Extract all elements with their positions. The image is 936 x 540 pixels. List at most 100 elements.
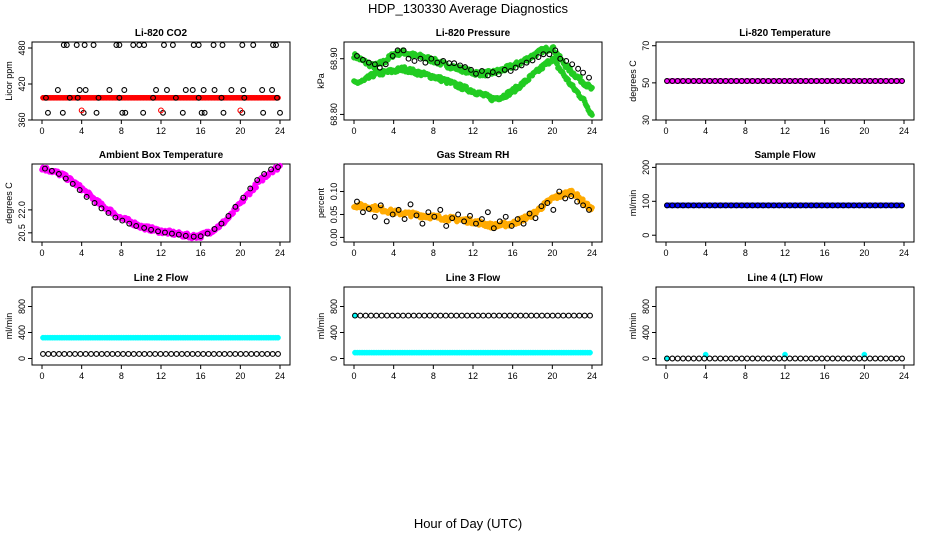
data-point [200, 351, 207, 357]
data-point [490, 312, 497, 319]
data-point [260, 109, 267, 116]
data-point [218, 220, 225, 227]
data-point [562, 195, 569, 202]
data-point [76, 87, 83, 93]
data-point [517, 312, 524, 319]
data-point [253, 184, 259, 191]
x-tick-label: 16 [820, 126, 830, 136]
y-tick-label: 0 [641, 356, 651, 361]
data-point [274, 94, 280, 101]
panel-5: Gas Stream RH percent 0 4 8 12 16 20 24 0.00 0.05 0… [316, 150, 603, 258]
data-point [168, 351, 175, 357]
x-tick-label: 24 [587, 126, 597, 136]
data-point [157, 351, 164, 357]
data-point [728, 355, 735, 362]
x-tick-label: 12 [780, 126, 790, 136]
data-point [706, 355, 713, 362]
y-axis-label: degrees C [628, 60, 638, 102]
series-black [42, 164, 281, 240]
data-point [480, 312, 487, 319]
x-tick-label: 16 [196, 371, 206, 381]
data-point [550, 206, 557, 213]
data-point [405, 55, 412, 62]
data-point [119, 217, 126, 224]
data-point [586, 74, 592, 81]
y-tick-label: 70 [641, 41, 651, 51]
data-point [520, 220, 527, 227]
data-point [259, 351, 265, 357]
y-tick-label: 400 [17, 325, 27, 340]
data-point [411, 57, 418, 64]
data-point [250, 42, 257, 48]
data-point [389, 52, 396, 59]
data-point [496, 218, 503, 225]
x-tick-label: 12 [780, 371, 790, 381]
data-point [218, 94, 225, 101]
data-point [204, 230, 211, 237]
x-tick-label: 0 [663, 248, 668, 258]
data-point [232, 351, 239, 357]
x-tick-label: 24 [587, 248, 597, 258]
data-point [275, 334, 281, 341]
x-tick-label: 4 [391, 371, 396, 381]
data-point [893, 355, 900, 362]
data-point [449, 215, 456, 222]
x-tick-label: 20 [547, 248, 557, 258]
series-black [354, 188, 592, 232]
data-point [62, 175, 69, 182]
data-point [55, 170, 62, 177]
panel-9: Line 4 (LT) Flow ml/min 0 4 8 12 16 20 24 0 400 800 [628, 273, 915, 381]
panel-3: Li-820 Temperature degrees C 0 4 8 12 16 20 24 30… [628, 28, 915, 136]
data-point [474, 312, 481, 319]
y-tick-label: 0.00 [329, 229, 339, 247]
data-point [373, 312, 380, 319]
data-point [273, 42, 279, 48]
data-point [738, 355, 745, 362]
data-point [98, 351, 105, 357]
x-tick-label: 20 [859, 248, 869, 258]
data-point [43, 94, 49, 101]
data-point [371, 213, 378, 220]
x-tick-label: 12 [468, 126, 478, 136]
data-point [368, 312, 374, 319]
data-point [818, 355, 825, 362]
data-point [382, 61, 389, 68]
data-point [473, 220, 479, 227]
panel-title: Li-820 Temperature [739, 28, 831, 39]
data-point [98, 205, 105, 212]
x-tick-label: 24 [275, 248, 285, 258]
data-point [136, 351, 143, 357]
series-black [40, 351, 281, 357]
data-point [211, 226, 218, 232]
data-point [198, 109, 205, 116]
data-point [571, 312, 577, 319]
x-tick-label: 12 [468, 248, 478, 258]
series-black-upper [60, 42, 279, 48]
y-tick-label: 68.90 [329, 47, 339, 70]
data-point [150, 94, 157, 101]
data-point [426, 312, 433, 319]
panel-2: Li-820 Pressure kPa 0 4 8 12 16 20 24 68.80 68.90 [316, 28, 603, 136]
plot-frame [343, 41, 603, 121]
data-point [269, 351, 276, 357]
series-green-lower [351, 55, 595, 118]
series-red-low [78, 107, 244, 114]
data-point [383, 218, 390, 225]
data-point [478, 68, 485, 74]
x-tick-label: 8 [119, 126, 124, 136]
series-black [664, 355, 905, 362]
data-point [840, 355, 847, 362]
y-axis-label: degrees C [4, 182, 14, 224]
y-tick-label: 400 [329, 325, 339, 340]
panel-title: Sample Flow [754, 150, 815, 161]
data-point [378, 312, 385, 319]
data-point [458, 312, 465, 319]
data-point [685, 355, 692, 362]
data-point [669, 355, 676, 362]
data-point [74, 94, 81, 101]
x-tick-label: 12 [468, 371, 478, 381]
data-point [130, 42, 137, 48]
data-point [48, 167, 55, 174]
data-point [512, 312, 519, 319]
